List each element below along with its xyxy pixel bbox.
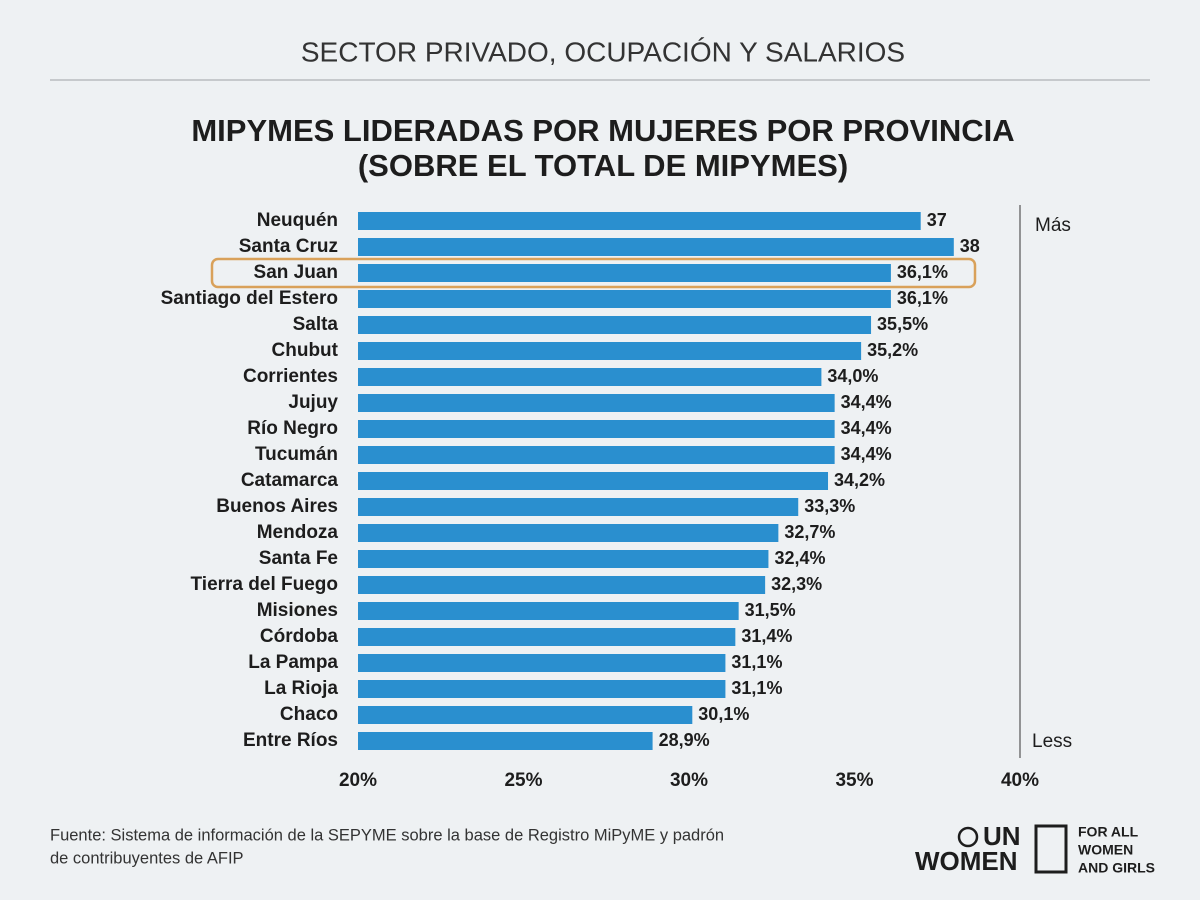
bar: [358, 446, 835, 464]
logo-tagline: FOR ALL: [1078, 824, 1139, 840]
category-label: Neuquén: [257, 210, 338, 231]
x-tick-label: 40%: [1001, 770, 1039, 791]
category-label: Tucumán: [255, 444, 338, 465]
bar: [358, 602, 739, 620]
value-label: 34,0%: [827, 366, 878, 386]
category-label: La Rioja: [264, 678, 338, 699]
bar: [358, 732, 653, 750]
source-note: Fuente: Sistema de información de la SEP…: [50, 826, 724, 844]
page-header: SECTOR PRIVADO, OCUPACIÓN Y SALARIOS: [301, 36, 905, 67]
bar: [358, 290, 891, 308]
bar: [358, 316, 872, 334]
bar: [358, 498, 799, 516]
bar: [358, 628, 736, 646]
value-label: 33,3%: [804, 496, 855, 516]
value-label: 34,4%: [841, 392, 892, 412]
highlight-box: [210, 257, 977, 289]
category-label: Santa Fe: [259, 548, 338, 569]
category-label: Santa Cruz: [239, 236, 338, 257]
category-label: Entre Ríos: [243, 730, 338, 751]
logo-tagline: AND GIRLS: [1078, 860, 1155, 876]
category-label: Corrientes: [243, 366, 338, 387]
value-label: 32,7%: [784, 522, 835, 542]
scale-label: Más: [1035, 215, 1071, 236]
chart-title: (SOBRE EL TOTAL DE MIPYMES): [358, 148, 848, 183]
bar: [358, 654, 726, 672]
bar: [358, 524, 779, 542]
category-label: Catamarca: [241, 470, 339, 491]
value-label: 34,4%: [841, 444, 892, 464]
bar: [358, 342, 862, 360]
x-tick-label: 25%: [504, 770, 542, 791]
bar: [358, 264, 891, 282]
logo-emblem: [957, 826, 979, 848]
category-label: Chubut: [272, 340, 339, 361]
value-label: 31,1%: [731, 678, 782, 698]
bar: [358, 420, 835, 438]
bar: [358, 212, 921, 230]
value-label: 37: [927, 210, 947, 230]
bar: [358, 238, 954, 256]
category-label: Mendoza: [257, 522, 339, 543]
value-label: 32,3%: [771, 574, 822, 594]
logo-tagline: WOMEN: [1078, 842, 1133, 858]
category-label: Chaco: [280, 704, 338, 725]
value-label: 31,4%: [741, 626, 792, 646]
source-note: de contribuyentes de AFIP: [50, 849, 244, 867]
bar: [358, 706, 693, 724]
x-tick-label: 30%: [670, 770, 708, 791]
category-label: Río Negro: [247, 418, 338, 439]
logo-text: UN: [983, 821, 1021, 851]
bar: [358, 472, 829, 490]
value-label: 31,1%: [731, 652, 782, 672]
category-label: Tierra del Fuego: [191, 574, 338, 595]
value-label: 34,4%: [841, 418, 892, 438]
category-label: Buenos Aires: [216, 496, 338, 517]
logo-emblem: [1034, 824, 1068, 874]
bar: [358, 394, 835, 412]
bar: [358, 550, 769, 568]
value-label: 30,1%: [698, 704, 749, 724]
value-label: 32,4%: [774, 548, 825, 568]
category-label: Santiago del Estero: [161, 288, 338, 309]
category-label: Córdoba: [260, 626, 339, 647]
x-tick-label: 20%: [339, 770, 377, 791]
category-label: La Pampa: [248, 652, 338, 673]
category-label: San Juan: [254, 262, 338, 283]
category-label: Salta: [293, 314, 339, 335]
value-label: 31,5%: [745, 600, 796, 620]
category-label: Jujuy: [288, 392, 338, 413]
value-label: 35,5%: [877, 314, 928, 334]
value-label: 28,9%: [659, 730, 710, 750]
logo: UN WOMEN FOR ALL WOMEN AND GIRLS: [915, 821, 1155, 876]
x-tick-label: 35%: [835, 770, 873, 791]
scale-label: Less: [1032, 731, 1072, 752]
chart-title: MIPYMES LIDERADAS POR MUJERES POR PROVIN…: [191, 113, 1014, 148]
value-label: 35,2%: [867, 340, 918, 360]
bar: [358, 680, 726, 698]
value-label: 36,1%: [897, 262, 948, 282]
value-label: 36,1%: [897, 288, 948, 308]
bar: [358, 368, 822, 386]
logo-text: WOMEN: [915, 846, 1018, 876]
category-label: Misiones: [257, 600, 338, 621]
value-label: 34,2%: [834, 470, 885, 490]
bar: [358, 576, 766, 594]
value-label: 38: [960, 236, 980, 256]
